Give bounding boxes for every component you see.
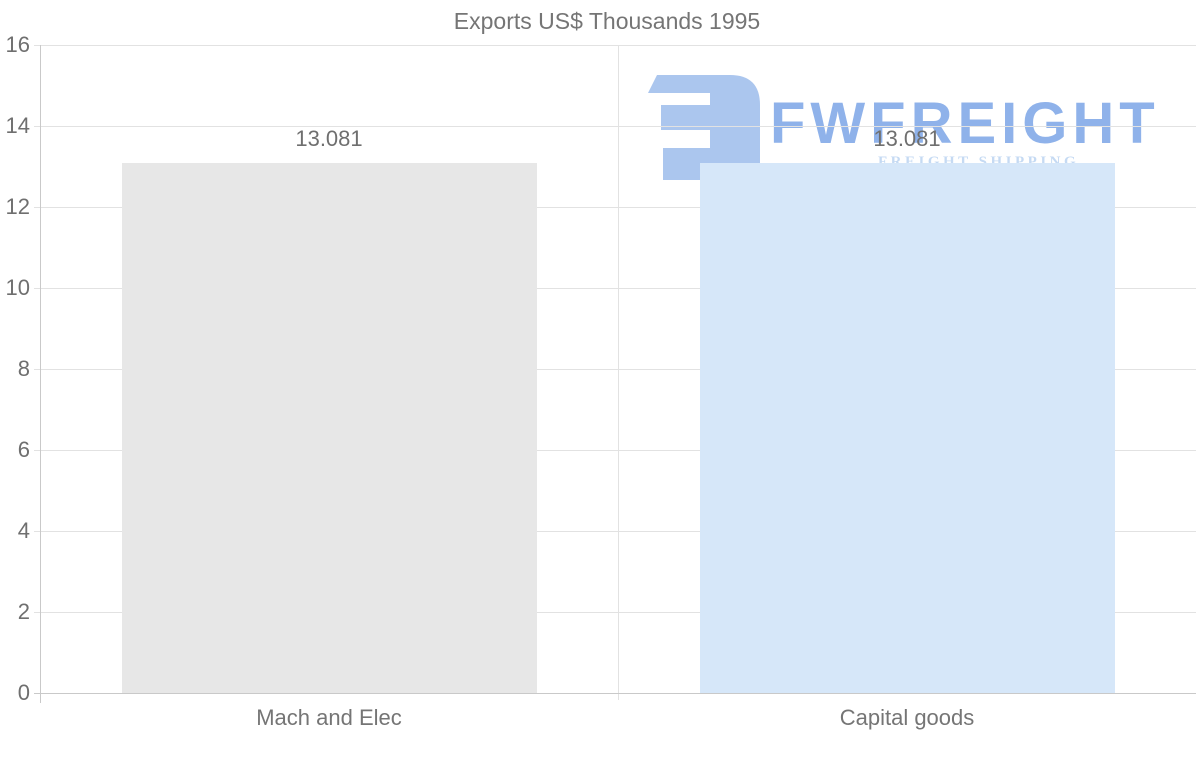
gridline [34, 369, 1196, 370]
y-tick-label: 0 [17, 680, 30, 705]
gridline [34, 288, 1196, 289]
y-axis-line [40, 45, 41, 703]
gridline [34, 45, 1196, 46]
gridline [34, 207, 1196, 208]
chart-title: Exports US$ Thousands 1995 [453, 8, 761, 34]
x-category-label: Capital goods [839, 705, 975, 730]
bar-capital-goods [699, 163, 1115, 693]
y-tick-label: 8 [17, 356, 30, 381]
gridline [34, 612, 1196, 613]
bar-mach-and-elec [121, 163, 537, 693]
y-tick-label: 16 [5, 32, 30, 57]
category-separator-line [618, 45, 619, 700]
bar-value-label: 13.081 [295, 126, 363, 152]
y-tick-label: 2 [17, 599, 30, 624]
gridline [34, 450, 1196, 451]
y-tick-label: 12 [5, 194, 30, 219]
y-tick-label: 14 [5, 113, 30, 138]
bar-value-label: 13.081 [873, 126, 941, 152]
gridline [34, 531, 1196, 532]
gridline [34, 126, 1196, 127]
x-axis-line [34, 693, 1196, 694]
y-tick-label: 6 [17, 437, 30, 462]
plot-area: FWFREIGHT FREIGHT SHIPPING 0 2 4 6 8 10 12 14 16… [6, 34, 1196, 729]
y-tick-label: 4 [17, 518, 30, 543]
x-category-label: Mach and Elec [256, 705, 402, 730]
y-tick-label: 10 [5, 275, 30, 300]
